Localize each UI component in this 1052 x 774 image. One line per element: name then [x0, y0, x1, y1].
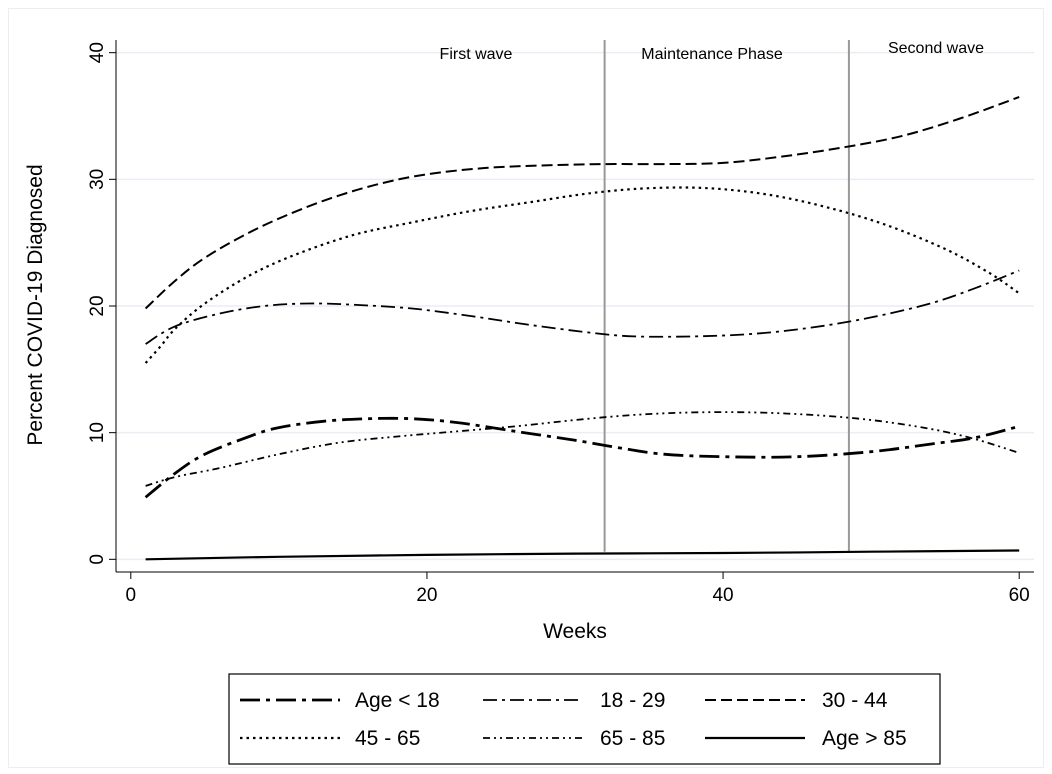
series-line-3: [144, 186, 1020, 364]
legend-label: Age > 85: [822, 727, 907, 750]
phase-label: Second wave: [888, 40, 984, 57]
gridlines: [116, 51, 1034, 561]
y-tick-label: 20: [87, 295, 108, 316]
phase-labels: First wave Maintenance Phase Second wave: [440, 40, 985, 63]
legend-label: 65 - 85: [600, 727, 665, 750]
series-line-1: [145, 269, 1020, 345]
phase-boundaries: [603, 40, 850, 552]
x-tick-label: 60: [1009, 585, 1030, 606]
legend-label: Age < 18: [355, 689, 440, 712]
x-tick-label: 20: [416, 585, 437, 606]
axis-ticks: 0 10 20 30 40 0 20 40 60: [87, 42, 1030, 606]
phase-label: Maintenance Phase: [641, 46, 783, 63]
y-tick-label: 40: [87, 42, 108, 63]
legend-label: 45 - 65: [355, 727, 420, 750]
y-tick-label: 0: [87, 554, 108, 565]
phase-label: First wave: [440, 46, 513, 63]
series-lines: [144, 96, 1020, 561]
x-axis-title: Weeks: [543, 620, 607, 643]
legend-label: 18 - 29: [600, 689, 665, 712]
y-tick-label: 10: [87, 422, 108, 443]
y-axis-title: Percent COVID-19 Diagnosed: [24, 164, 47, 445]
legend: Age < 18 18 - 29 30 - 44 45 - 65 65 - 85 Age …: [228, 673, 941, 765]
series-line-4: [145, 411, 1020, 487]
y-tick-label: 30: [87, 169, 108, 190]
legend-label: 30 - 44: [822, 689, 888, 712]
x-tick-label: 0: [126, 585, 137, 606]
series-line-5: [145, 549, 1020, 561]
series-line-0: [144, 416, 1020, 499]
chart-frame: [8, 8, 1044, 768]
x-tick-label: 40: [712, 585, 733, 606]
series-line-2: [144, 96, 1020, 310]
legend-box: [228, 673, 941, 765]
